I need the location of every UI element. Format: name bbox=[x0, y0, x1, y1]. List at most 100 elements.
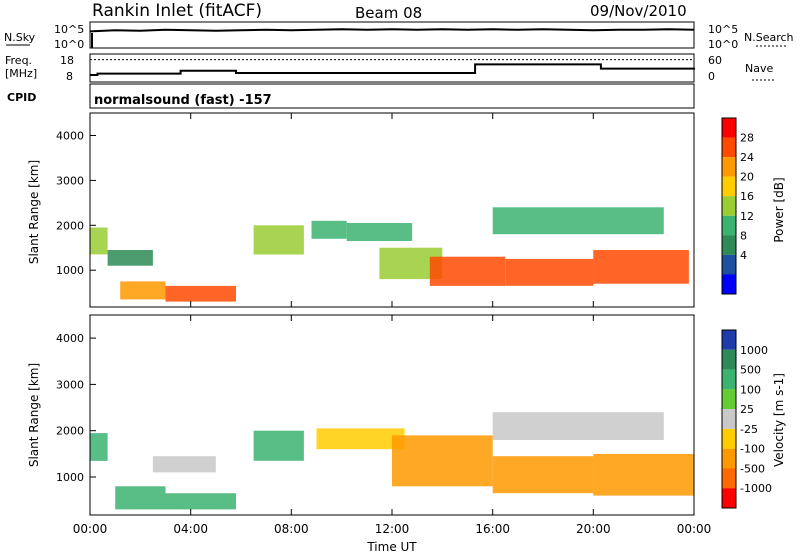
x-tick-label-4: 16:00 bbox=[475, 522, 510, 536]
velocity-colorbar-swatch-8 bbox=[722, 488, 736, 508]
noise-right-tick-top: 10^5 bbox=[708, 23, 738, 36]
power-region-5 bbox=[311, 220, 347, 239]
power-region-11 bbox=[492, 207, 664, 235]
power-colorbar-swatch-4 bbox=[722, 196, 736, 216]
power-region-8 bbox=[429, 256, 506, 286]
velocity-ytick-label-2000: 2000 bbox=[56, 425, 84, 438]
power-region-10 bbox=[593, 250, 689, 284]
power-colorbar-tick-3: 16 bbox=[740, 190, 754, 203]
velocity-colorbar-swatch-1 bbox=[722, 349, 736, 370]
power-region-6 bbox=[346, 223, 413, 241]
power-panel: 1000 2000 3000 4000 Slant Range [km] 28 24 20… bbox=[27, 112, 786, 308]
velocity-region-5 bbox=[316, 428, 405, 450]
velocity-region-0 bbox=[90, 433, 108, 461]
power-region-3 bbox=[165, 285, 236, 302]
power-ytick-label-3000: 3000 bbox=[56, 174, 84, 187]
noise-right-tick-bottom: 10^0 bbox=[708, 38, 738, 51]
noise-line bbox=[89, 28, 695, 33]
cpid-value: normalsound (fast) -157 bbox=[94, 93, 272, 108]
velocity-colorbar-swatch-7 bbox=[722, 468, 736, 489]
velocity-region-7 bbox=[492, 456, 594, 494]
velocity-colorbar-tick-5: -100 bbox=[740, 443, 765, 456]
x-tick-label-6: 00:00 bbox=[677, 522, 712, 536]
noise-left-tick-top: 10^5 bbox=[54, 23, 84, 36]
beam-label: Beam 08 bbox=[355, 4, 422, 22]
nave-tick-top: 60 bbox=[708, 54, 722, 67]
cpid-panel: CPID normalsound (fast) -157 bbox=[7, 83, 695, 109]
cpid-label: CPID bbox=[7, 91, 36, 104]
freq-label-2: [MHz] bbox=[5, 67, 37, 80]
frequency-line bbox=[90, 63, 695, 76]
power-colorbar-swatch-2 bbox=[722, 157, 736, 177]
velocity-colorbar-tick-4: -25 bbox=[740, 423, 758, 436]
date-label: 09/Nov/2010 bbox=[590, 2, 687, 20]
velocity-ytick-label-3000: 3000 bbox=[56, 378, 84, 391]
power-colorbar-swatch-5 bbox=[722, 215, 736, 236]
velocity-colorbar-swatch-3 bbox=[722, 389, 736, 410]
power-y-ticks: 1000 2000 3000 4000 bbox=[56, 130, 96, 277]
power-colorbar-swatch-3 bbox=[722, 176, 736, 197]
power-colorbar: 28 24 20 16 12 8 4 bbox=[721, 117, 754, 295]
power-y-label: Slant Range [km] bbox=[27, 160, 41, 264]
velocity-colorbar-tick-2: 100 bbox=[740, 383, 761, 396]
x-tick-label-0: 00:00 bbox=[73, 522, 108, 536]
velocity-colorbar-tick-0: 1000 bbox=[740, 344, 768, 357]
velocity-colorbar-swatch-5 bbox=[722, 428, 736, 449]
velocity-ytick-label-4000: 4000 bbox=[56, 332, 84, 345]
station-title: Rankin Inlet (fitACF) bbox=[92, 1, 262, 21]
velocity-colorbar-tick-1: 500 bbox=[740, 364, 761, 377]
power-colorbar-swatch-1 bbox=[722, 137, 736, 158]
velocity-y-label: Slant Range [km] bbox=[27, 363, 41, 467]
power-colorbar-frame bbox=[721, 117, 737, 295]
power-region-1 bbox=[107, 250, 153, 266]
power-regions bbox=[90, 207, 689, 302]
noise-left-tick-bottom: 10^0 bbox=[54, 38, 84, 51]
velocity-colorbar-swatch-0 bbox=[722, 330, 736, 350]
freq-tick-bottom: 8 bbox=[66, 70, 73, 83]
power-region-4 bbox=[253, 225, 304, 255]
power-colorbar-tick-0: 28 bbox=[740, 132, 754, 145]
power-ytick-label-1000: 1000 bbox=[56, 264, 84, 277]
velocity-colorbar: 1000 500 100 25 -25 -100 -500 -1000 bbox=[721, 329, 772, 509]
power-colorbar-tick-5: 8 bbox=[740, 229, 747, 242]
velocity-region-2 bbox=[165, 493, 236, 510]
power-colorbar-label: Power [dB] bbox=[772, 177, 786, 242]
velocity-region-3 bbox=[152, 456, 216, 473]
x-tick-label-3: 12:00 bbox=[375, 522, 410, 536]
x-tick-label-5: 20:00 bbox=[576, 522, 611, 536]
power-colorbar-tick-1: 24 bbox=[740, 151, 754, 164]
x-tick-label-2: 08:00 bbox=[274, 522, 309, 536]
x-tick-label-1: 04:00 bbox=[173, 522, 208, 536]
noise-panel-frame bbox=[89, 21, 695, 49]
noise-panel: N.Sky 10^5 10^0 10^5 10^0 N.Search bbox=[4, 21, 794, 51]
power-colorbar-swatch-7 bbox=[722, 254, 736, 275]
velocity-colorbar-swatch-2 bbox=[722, 369, 736, 390]
power-colorbar-tick-6: 4 bbox=[740, 249, 747, 262]
velocity-region-8 bbox=[593, 453, 694, 496]
frequency-panel: Freq. [MHz] 18 8 60 0 Nave bbox=[5, 53, 774, 83]
velocity-colorbar-swatch-6 bbox=[722, 448, 736, 469]
power-colorbar-tick-4: 12 bbox=[740, 210, 754, 223]
velocity-region-6 bbox=[392, 435, 493, 487]
power-ytick-label-4000: 4000 bbox=[56, 130, 84, 143]
velocity-region-9 bbox=[492, 412, 664, 440]
power-colorbar-swatch-0 bbox=[722, 118, 736, 138]
velocity-colorbar-tick-3: 25 bbox=[740, 403, 754, 416]
power-region-0 bbox=[90, 227, 108, 255]
power-colorbar-tick-2: 20 bbox=[740, 171, 754, 184]
power-region-2 bbox=[120, 281, 166, 300]
velocity-panel: 1000 2000 3000 4000 Slant Range [km] 1000 50… bbox=[27, 314, 786, 516]
velocity-colorbar-label: Velocity [m s-1] bbox=[772, 373, 786, 467]
freq-label-1: Freq. bbox=[5, 54, 32, 67]
power-colorbar-swatch-6 bbox=[722, 235, 736, 255]
velocity-regions bbox=[90, 412, 694, 510]
power-ytick-label-2000: 2000 bbox=[56, 219, 84, 232]
power-region-9 bbox=[505, 258, 594, 286]
noise-left-label: N.Sky bbox=[4, 31, 36, 44]
x-axis-ticks: 00:00 04:00 08:00 12:00 16:00 20:00 00:00 bbox=[73, 113, 712, 536]
velocity-colorbar-tick-6: -500 bbox=[740, 462, 765, 475]
x-axis-label: Time UT bbox=[366, 540, 417, 554]
velocity-y-ticks: 1000 2000 3000 4000 bbox=[56, 332, 96, 484]
nave-tick-bottom: 0 bbox=[708, 70, 715, 83]
